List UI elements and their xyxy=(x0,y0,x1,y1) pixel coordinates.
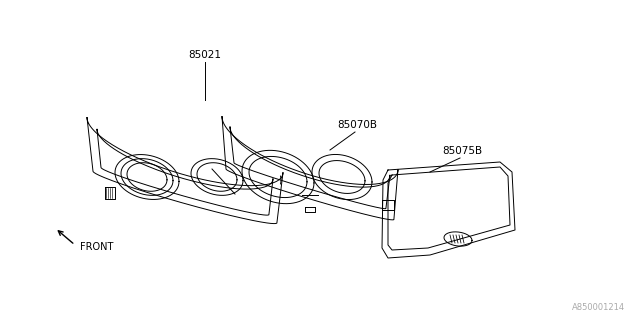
Text: 85075B: 85075B xyxy=(442,146,482,156)
Text: A850001214: A850001214 xyxy=(572,303,625,312)
Text: 85070B: 85070B xyxy=(337,120,377,130)
Text: 85021: 85021 xyxy=(189,50,221,60)
Text: FRONT: FRONT xyxy=(80,242,113,252)
